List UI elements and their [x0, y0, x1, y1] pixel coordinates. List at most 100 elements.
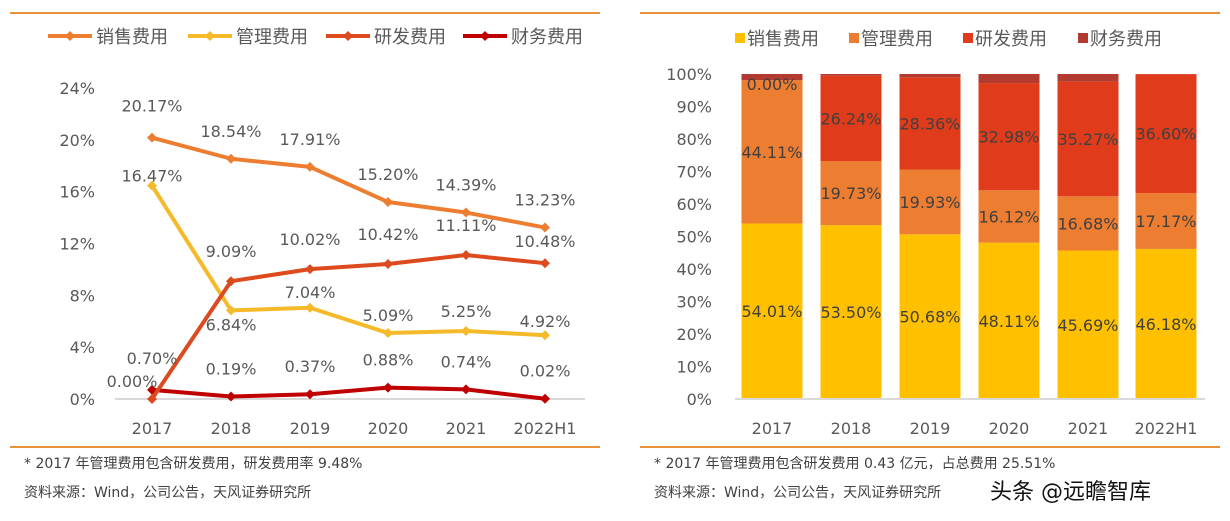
x-tick-label: 2017 [752, 419, 793, 438]
bar-segment [1057, 196, 1119, 251]
legend-label: 管理费用 [861, 29, 933, 50]
data-label: 26.24% [820, 109, 881, 128]
x-tick-label: 2018 [831, 419, 872, 438]
data-label: 10.42% [357, 225, 418, 244]
data-label: 54.01% [741, 302, 802, 321]
x-tick-label: 2019 [910, 419, 951, 438]
data-point [305, 264, 315, 275]
y-tick-label: 4% [70, 338, 95, 357]
x-tick-label: 2020 [989, 419, 1030, 438]
data-point [226, 305, 236, 316]
left-source: 资料来源：Wind，公司公告，天风证券研究所 [24, 485, 312, 501]
data-point [226, 153, 236, 164]
data-point [383, 197, 393, 208]
right-footnote: * 2017 年管理费用包含研发费用 0.43 亿元，占总费用 25.51% [654, 456, 1056, 472]
data-label: 18.54% [200, 122, 261, 141]
bar-segment [820, 225, 882, 399]
data-point [147, 394, 157, 404]
bar-segment [978, 83, 1040, 191]
data-point [226, 276, 236, 287]
data-label: 32.98% [978, 128, 1039, 147]
bar-segment [899, 234, 961, 399]
data-label: 0.19% [206, 360, 257, 379]
data-label: 19.73% [820, 184, 881, 203]
data-label: 0.70% [127, 349, 178, 368]
legend-label: 研发费用 [374, 27, 446, 48]
data-label: 0.37% [285, 357, 336, 376]
data-label: 50.68% [899, 308, 960, 327]
data-label: 5.09% [363, 306, 414, 325]
legend-swatch [963, 33, 973, 43]
legend-label: 销售费用 [96, 27, 168, 48]
bar-segment [899, 74, 961, 78]
y-tick-label: 30% [676, 293, 712, 312]
data-label: 28.36% [899, 114, 960, 133]
data-label: 19.93% [899, 193, 960, 212]
data-label: 35.27% [1057, 130, 1118, 149]
series-line [150, 184, 546, 338]
x-tick-label: 2019 [290, 419, 331, 438]
data-label: 0.88% [363, 351, 414, 370]
data-point [461, 384, 471, 395]
legend-swatch [849, 33, 859, 43]
data-point [147, 132, 157, 143]
x-tick-label: 2022H1 [514, 419, 577, 438]
y-tick-label: 20% [59, 131, 95, 150]
data-label: 7.04% [285, 283, 336, 302]
data-label: 48.11% [978, 312, 1039, 331]
data-label: 0.74% [441, 352, 492, 371]
watermark: 头条 @远瞻智库 [990, 480, 1151, 505]
x-tick-label: 2021 [446, 419, 487, 438]
data-point [147, 180, 157, 191]
y-tick-label: 80% [676, 130, 712, 149]
legend-label: 财务费用 [511, 27, 583, 48]
data-point [461, 207, 471, 218]
series-line [151, 135, 546, 230]
bar-segment [1057, 81, 1119, 197]
bar-segment [978, 74, 1040, 84]
data-label: 20.17% [121, 97, 182, 116]
legend-label: 管理费用 [236, 27, 308, 48]
x-tick-label: 2022H1 [1135, 419, 1198, 438]
data-label: 16.47% [121, 167, 182, 186]
data-label: 45.69% [1057, 316, 1118, 335]
bar-segment [741, 74, 803, 81]
data-point [305, 161, 315, 172]
bar-segment [1135, 74, 1197, 194]
data-label: 53.50% [820, 303, 881, 322]
legend-marker [343, 31, 353, 41]
x-tick-label: 2020 [368, 419, 409, 438]
data-point [305, 389, 315, 400]
series-line [151, 385, 546, 401]
data-label: 17.17% [1135, 212, 1196, 231]
y-tick-label: 70% [676, 163, 712, 182]
data-label: 10.02% [279, 230, 340, 249]
data-point [461, 325, 471, 336]
bar-segment [978, 190, 1040, 243]
data-label: 16.68% [1057, 214, 1118, 233]
y-tick-label: 10% [676, 358, 712, 377]
legend-swatch [735, 33, 745, 43]
bar-segment [741, 80, 803, 224]
data-point [305, 302, 315, 313]
bar-segment [978, 242, 1040, 399]
data-label: 6.84% [206, 315, 257, 334]
bar-segment [1135, 193, 1197, 249]
bar-segment [1057, 74, 1119, 82]
data-point [540, 330, 550, 341]
bar-segment [899, 169, 961, 235]
data-point [383, 258, 393, 269]
data-label: 0.02% [520, 362, 571, 381]
x-tick-label: 2021 [1068, 419, 1109, 438]
right-source: 资料来源：Wind，公司公告，天风证券研究所 [654, 485, 942, 501]
y-tick-label: 0% [70, 390, 95, 409]
data-label: 9.09% [206, 242, 257, 261]
legend-marker [205, 31, 215, 41]
bar-segment [820, 74, 882, 76]
data-label: 46.18% [1135, 315, 1196, 334]
y-tick-label: 40% [676, 260, 712, 279]
legend-label: 研发费用 [975, 29, 1047, 50]
bar-segment [1057, 250, 1119, 399]
legend-swatch [1078, 33, 1088, 43]
